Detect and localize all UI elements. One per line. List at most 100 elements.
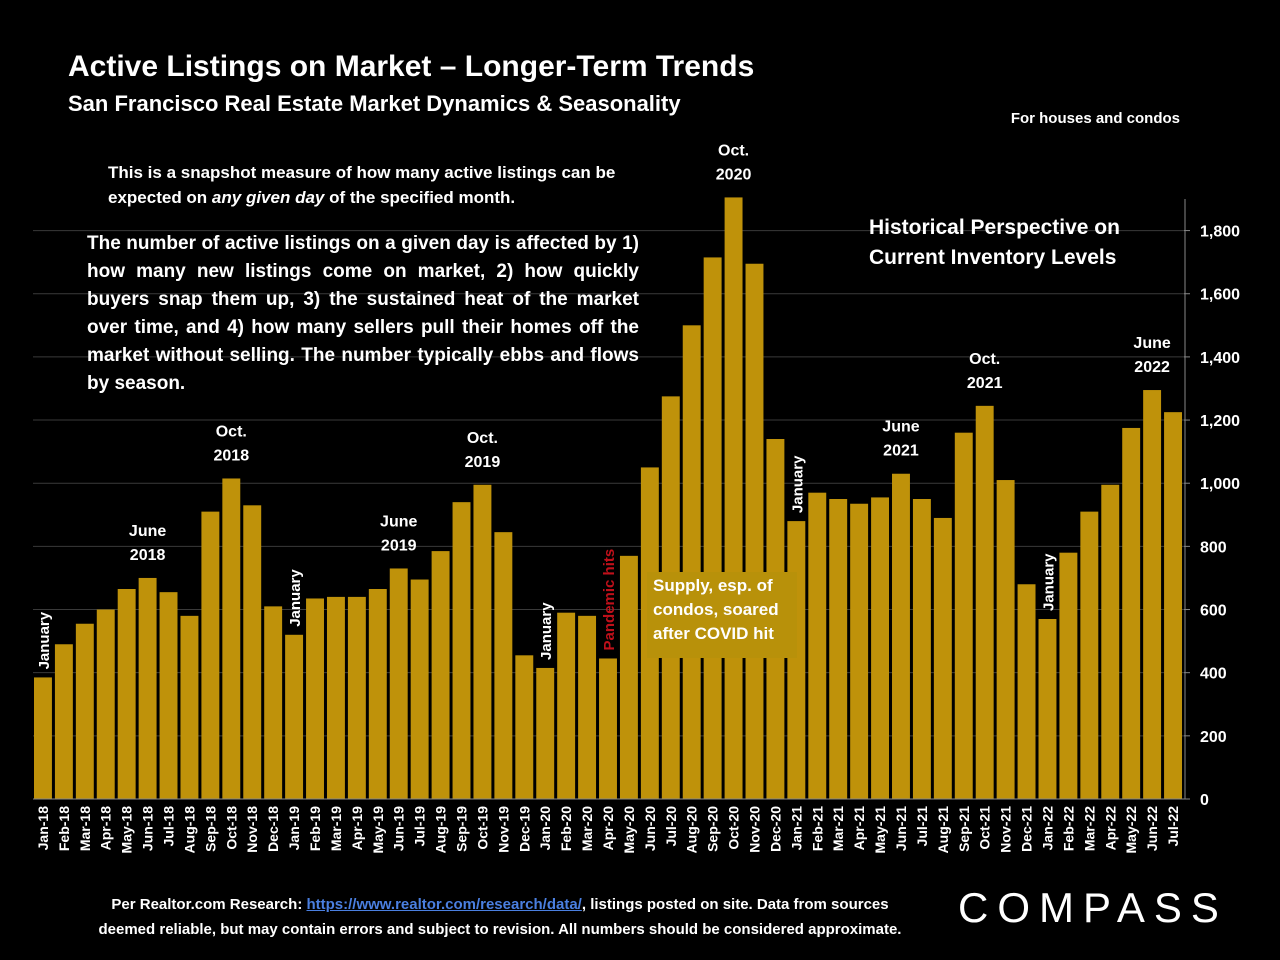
x-tick-label: Dec-18: [265, 806, 281, 852]
x-tick-label: Jan-18: [35, 806, 51, 851]
covid-supply-callout: Supply, esp. of condos, soared after COV…: [647, 572, 797, 658]
bar: [222, 478, 241, 799]
x-tick-label: Apr-22: [1102, 806, 1118, 851]
bar: [682, 325, 701, 799]
snapshot-note: This is a snapshot measure of how many a…: [108, 160, 648, 210]
x-tick-label: Jun-19: [391, 806, 407, 851]
x-tick-label: Aug-20: [684, 806, 700, 854]
compass-logo: COMPASS: [958, 884, 1228, 931]
bar: [619, 555, 638, 799]
bar: [975, 405, 994, 799]
x-tick-label: Feb-22: [1060, 806, 1076, 851]
bar: [1059, 552, 1078, 799]
bar: [578, 615, 597, 799]
bar: [243, 505, 262, 799]
peak-label-year: 2018: [214, 447, 250, 464]
pandemic-label: Pandemic hits: [601, 549, 618, 651]
historical-line-2: Current Inventory Levels: [869, 246, 1117, 269]
bar: [703, 257, 722, 800]
bar: [954, 432, 973, 799]
peak-label-month: June: [1133, 335, 1170, 352]
bar: [117, 589, 136, 799]
bar: [996, 480, 1015, 799]
bar: [138, 577, 157, 799]
annotations: June 2018 Oct. 2018 June 2019 Oct. 2019 Oct. 2020…: [36, 142, 1171, 669]
y-tick-label: 800: [1200, 539, 1227, 556]
chart-title: Active Listings on Market – Longer-Term …: [68, 50, 755, 83]
x-tick-label: Jul-19: [412, 806, 428, 847]
x-tick-label: Dec-19: [516, 806, 532, 852]
bar: [34, 677, 52, 799]
bars: [34, 197, 1182, 800]
bar: [599, 658, 617, 799]
x-tick-label: Jun-22: [1144, 806, 1160, 851]
x-tick-label: Dec-21: [1019, 806, 1035, 852]
january-label: January: [538, 602, 555, 660]
bar: [850, 503, 869, 799]
x-tick-label: Mar-18: [77, 806, 93, 851]
x-tick-label: May-18: [119, 806, 135, 854]
source-suffix: , listings posted on site. Data from sou…: [581, 896, 889, 913]
x-tick-label: Jul-20: [663, 806, 679, 847]
january-label: January: [789, 455, 806, 513]
bar: [75, 623, 94, 799]
bar: [368, 589, 387, 799]
bar: [1143, 390, 1162, 799]
snapshot-note-end: of the specified month.: [324, 188, 516, 207]
x-tick-label: Mar-20: [579, 806, 595, 851]
x-tick-label: Aug-19: [433, 806, 449, 854]
chart-subtitle: San Francisco Real Estate Market Dynamic…: [68, 91, 681, 116]
y-tick-label: 1,200: [1200, 413, 1240, 430]
x-tick-label: Aug-21: [935, 806, 951, 854]
x-tick-label: May-19: [370, 806, 386, 854]
x-tick-label: Mar-21: [830, 806, 846, 851]
bar: [285, 634, 304, 799]
bar: [892, 473, 910, 799]
snapshot-note-text: This is a snapshot measure of how many a…: [108, 163, 616, 207]
bar: [347, 596, 366, 799]
peak-label-month: June: [129, 523, 166, 540]
y-tick-label: 1,600: [1200, 287, 1240, 304]
source-line-1: Per Realtor.com Research: https://www.re…: [60, 892, 940, 917]
x-tick-label: Feb-18: [56, 806, 72, 851]
source-footnote: Per Realtor.com Research: https://www.re…: [60, 892, 940, 942]
bar: [912, 499, 931, 799]
bar: [724, 197, 743, 800]
snapshot-note-emphasis: any given day: [211, 188, 325, 207]
x-tick-label: Apr-20: [600, 806, 616, 851]
x-tick-label: Jan-19: [286, 806, 302, 851]
y-axis: 0 200 400 600 800 1,000 1,200 1,400 1,600 1,800: [33, 199, 1240, 809]
source-line-2: deemed reliable, but may contain errors …: [98, 921, 902, 938]
peak-label-year: 2022: [1134, 359, 1170, 376]
source-link[interactable]: https://www.realtor.com/research/data/: [306, 896, 582, 913]
peak-label-year: 2018: [130, 547, 166, 564]
bar: [389, 568, 408, 799]
bar: [452, 502, 471, 799]
bar: [410, 579, 429, 799]
x-tick-label: Nov-20: [746, 806, 762, 853]
source-prefix: Per Realtor.com Research:: [111, 896, 307, 913]
bar: [54, 644, 73, 799]
x-tick-label: Nov-18: [244, 806, 260, 853]
x-tick-label: Jan-22: [1039, 806, 1055, 851]
x-tick-label: Oct-21: [977, 806, 993, 850]
bar: [431, 551, 450, 799]
x-tick-label: Feb-20: [558, 806, 574, 851]
y-tick-label: 200: [1200, 729, 1227, 746]
peak-label-month: June: [380, 513, 417, 530]
peak-label-year: 2021: [967, 375, 1003, 392]
scope-note: For houses and condos: [1010, 110, 1180, 127]
x-tick-label: Oct-20: [726, 806, 742, 850]
x-tick-label: Mar-22: [1081, 806, 1097, 851]
x-tick-label: Sep-20: [705, 806, 721, 852]
x-axis-labels: Jan-18 Feb-18 Mar-18 Apr-18 May-18 Jun-18 Jul-…: [35, 806, 1181, 854]
y-tick-label: 400: [1200, 666, 1227, 683]
bar: [557, 612, 576, 799]
x-tick-label: Jan-21: [788, 806, 804, 851]
bar: [159, 592, 178, 799]
peak-label-year: 2019: [465, 454, 501, 471]
x-tick-label: Jun-21: [893, 806, 909, 851]
y-tick-label: 600: [1200, 603, 1227, 620]
x-tick-label: Feb-21: [809, 806, 825, 851]
